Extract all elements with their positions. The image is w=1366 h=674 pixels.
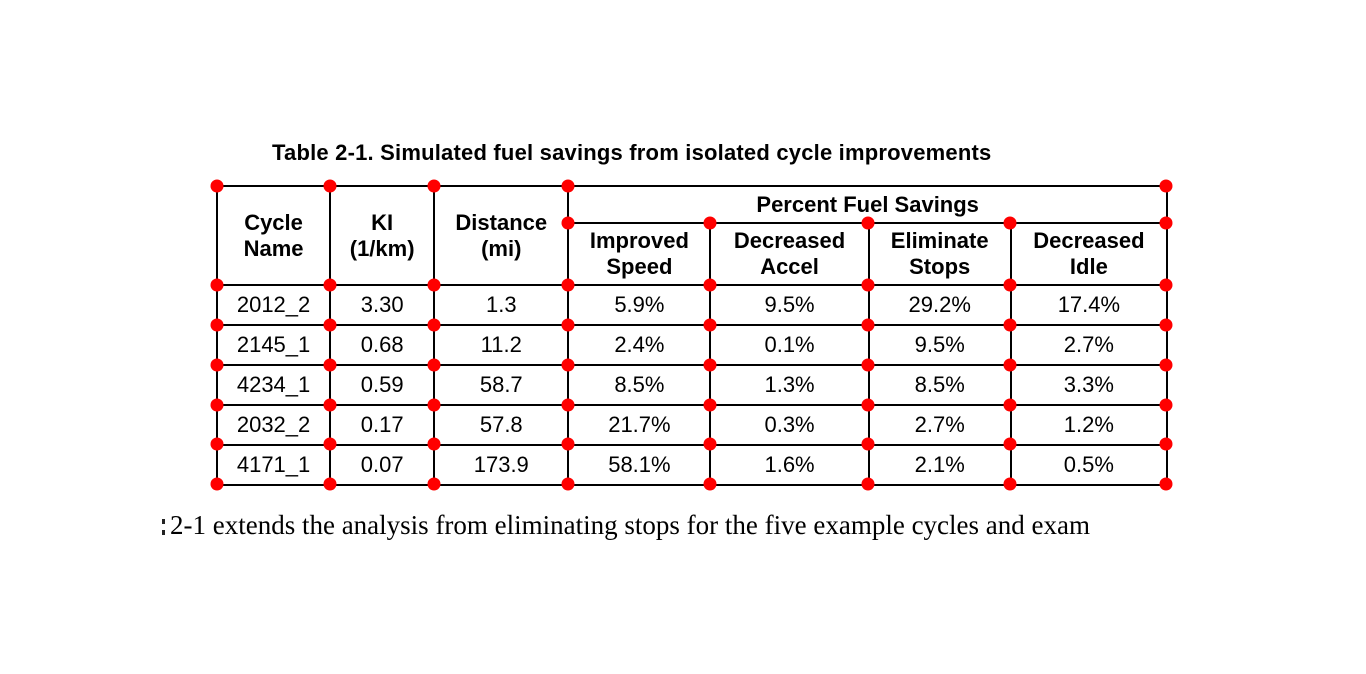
table-cell: 11.2 bbox=[433, 324, 570, 366]
header-row-sub: Improved Speed Decreased Accel Eliminate… bbox=[217, 222, 1169, 286]
table-cell: 58.1% bbox=[567, 444, 712, 486]
table-cell: 1.2% bbox=[1009, 404, 1169, 446]
table-row: 2012_2 3.30 1.3 5.9% 9.5% 29.2% 17.4% bbox=[215, 284, 1169, 326]
table-cell: 17.4% bbox=[1009, 284, 1169, 326]
table-row: 2032_2 0.17 57.8 21.7% 0.3% 2.7% 1.2% bbox=[215, 404, 1169, 446]
header-ki: KI (1/km) bbox=[329, 185, 436, 286]
table-cell: 58.7 bbox=[433, 364, 570, 406]
fuel-savings-table: Cycle Name KI (1/km) Distance (mi) Perce… bbox=[215, 185, 1169, 486]
header-distance: Distance (mi) bbox=[433, 185, 570, 286]
table-cell: 0.68 bbox=[329, 324, 436, 366]
table-cell: 1.6% bbox=[709, 444, 870, 486]
table-cell: 2.7% bbox=[1009, 324, 1169, 366]
table-cell: 2.7% bbox=[867, 404, 1012, 446]
table-cell: 9.5% bbox=[709, 284, 870, 326]
header-row-top: Cycle Name KI (1/km) Distance (mi) Perce… bbox=[215, 185, 1168, 286]
header-decreased-idle: Decreased Idle bbox=[1009, 222, 1169, 286]
table-cell: 29.2% bbox=[867, 284, 1012, 326]
table-cell: 2145_1 bbox=[215, 324, 332, 366]
table-cell: 0.1% bbox=[709, 324, 870, 366]
header-cycle-name: Cycle Name bbox=[215, 185, 332, 286]
table-cell: 3.3% bbox=[1009, 364, 1169, 406]
table-cell: 0.3% bbox=[709, 404, 870, 446]
table-row: 4234_1 0.59 58.7 8.5% 1.3% 8.5% 3.3% bbox=[215, 364, 1169, 406]
table-cell: 5.9% bbox=[567, 284, 712, 326]
table-cell: 0.59 bbox=[329, 364, 436, 406]
table-cell: 4171_1 bbox=[215, 444, 332, 486]
table-cell: 2.4% bbox=[567, 324, 712, 366]
clipped-glyph-fragment bbox=[162, 530, 165, 535]
table-cell: 8.5% bbox=[567, 364, 712, 406]
table-cell: 8.5% bbox=[867, 364, 1012, 406]
table-cell: 0.17 bbox=[329, 404, 436, 446]
header-eliminate-stops: Eliminate Stops bbox=[867, 222, 1012, 286]
header-improved-speed: Improved Speed bbox=[567, 222, 712, 286]
table-cell: 2012_2 bbox=[215, 284, 332, 326]
header-decreased-accel: Decreased Accel bbox=[709, 222, 870, 286]
table-cell: 57.8 bbox=[433, 404, 570, 446]
table-cell: 1.3 bbox=[433, 284, 570, 326]
table-cell: 21.7% bbox=[567, 404, 712, 446]
table-cell: 4234_1 bbox=[215, 364, 332, 406]
table-cell: 9.5% bbox=[867, 324, 1012, 366]
table-row: 2145_1 0.68 11.2 2.4% 0.1% 9.5% 2.7% bbox=[215, 324, 1169, 366]
table-cell: 2032_2 bbox=[215, 404, 332, 446]
table-cell: 1.3% bbox=[709, 364, 870, 406]
table-cell: 173.9 bbox=[433, 444, 570, 486]
table-cell: 2.1% bbox=[867, 444, 1012, 486]
table-row: 4171_1 0.07 173.9 58.1% 1.6% 2.1% 0.5% bbox=[215, 444, 1169, 486]
table-cell: 0.5% bbox=[1009, 444, 1169, 486]
table-cell: 0.07 bbox=[329, 444, 436, 486]
table-caption: Table 2-1. Simulated fuel savings from i… bbox=[272, 140, 992, 165]
table-cell: 3.30 bbox=[329, 284, 436, 326]
clipped-glyph-fragment bbox=[162, 519, 165, 524]
paragraph-text: 2-1 extends the analysis from eliminatin… bbox=[170, 510, 1090, 540]
header-percent-fuel-savings: Percent Fuel Savings bbox=[567, 185, 1168, 224]
